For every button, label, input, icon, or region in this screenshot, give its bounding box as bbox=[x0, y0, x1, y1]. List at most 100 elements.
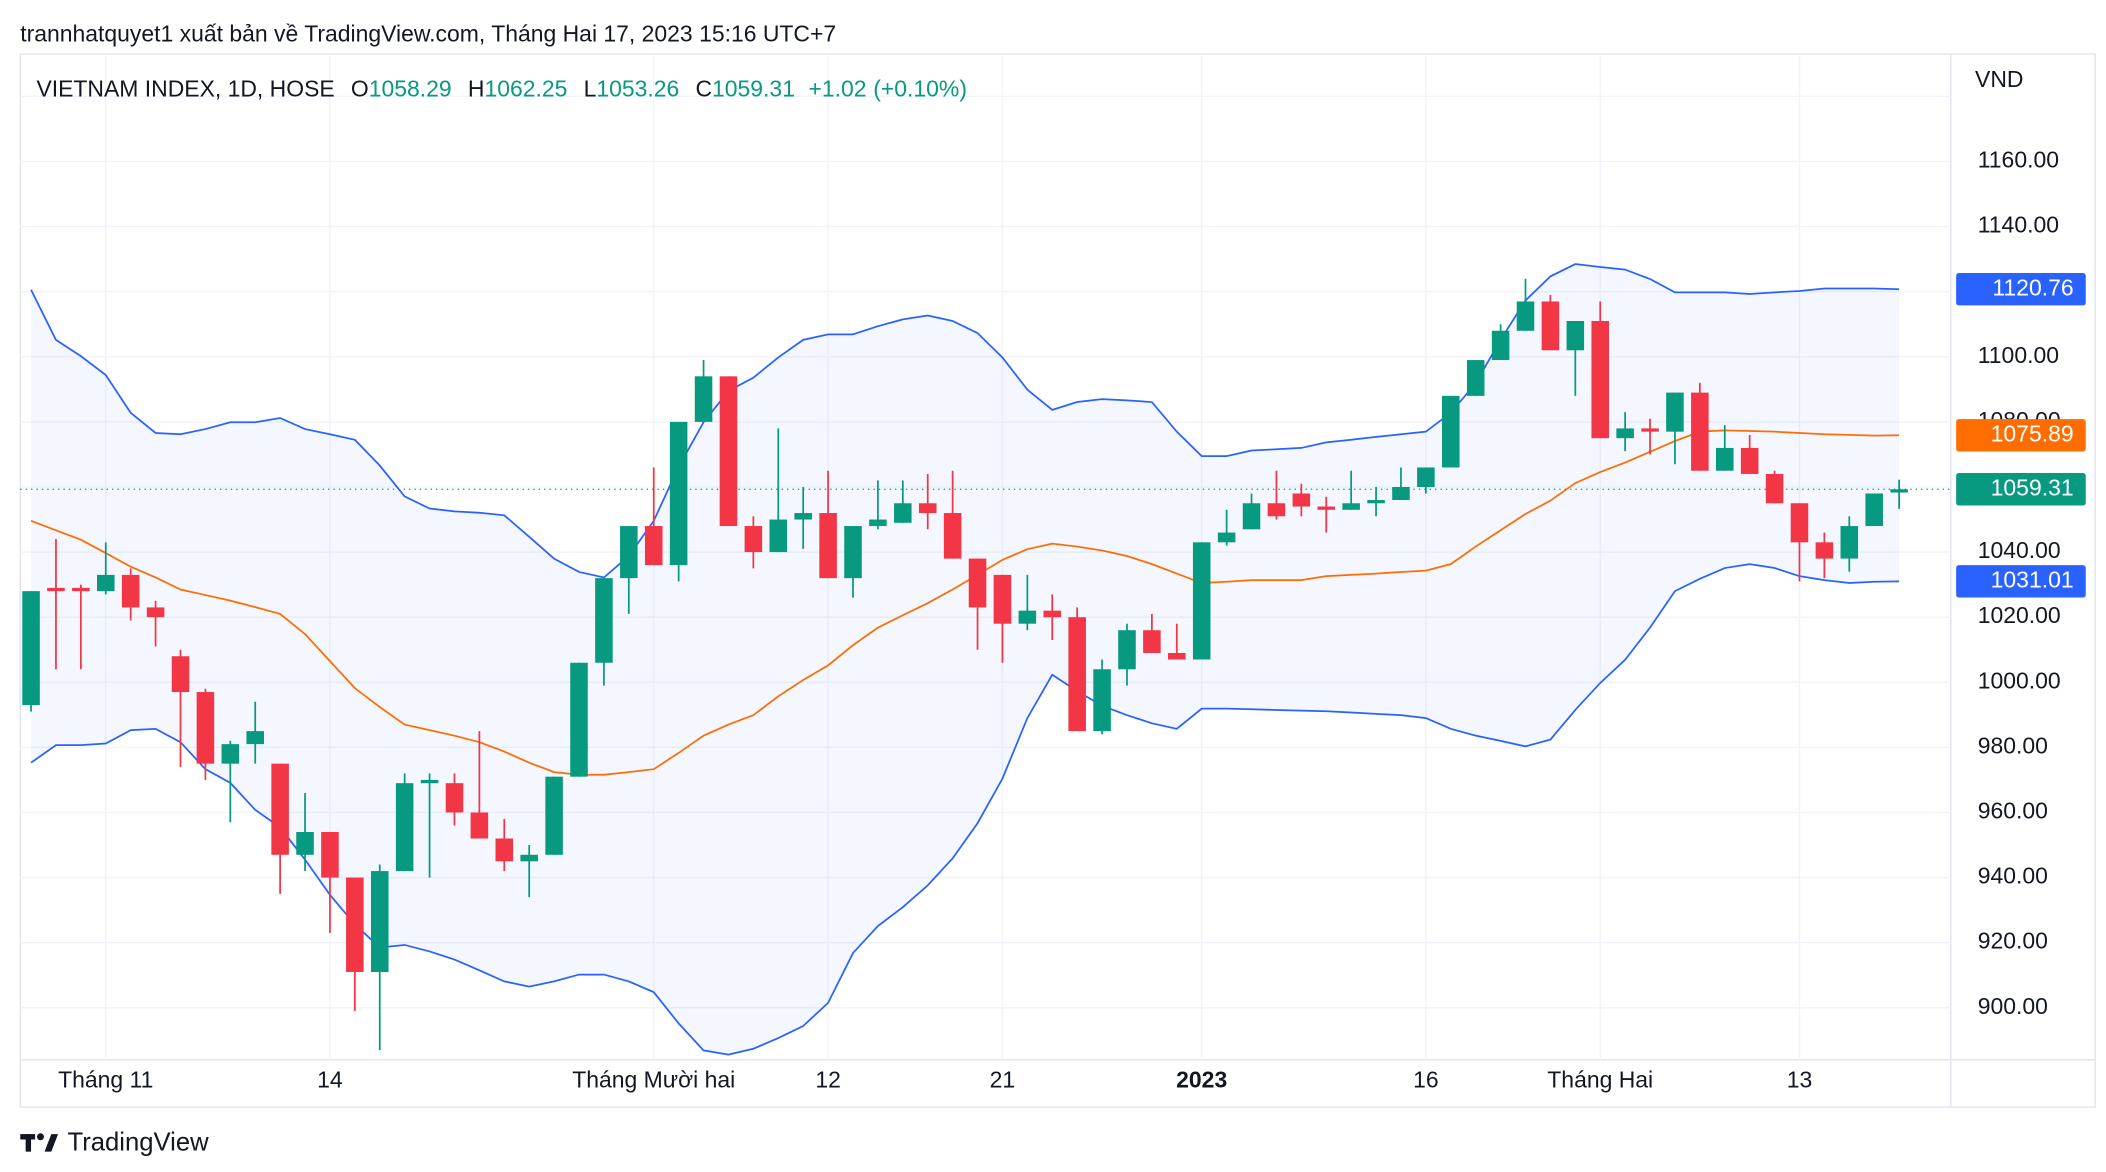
candle-body bbox=[595, 578, 613, 663]
candle-body bbox=[1715, 447, 1734, 471]
candle-body bbox=[72, 587, 90, 592]
grid: Tháng 11 14 Tháng Mười hai 12 21 2023 16 Tháng … bbox=[20, 54, 1951, 1093]
candle-body bbox=[1168, 652, 1186, 660]
legend-change: +1.02 bbox=[808, 76, 866, 102]
candle-body bbox=[1890, 489, 1908, 493]
plot-area bbox=[20, 263, 1951, 1056]
candle-body bbox=[1093, 669, 1111, 732]
legend-value: 1058.29 bbox=[369, 76, 452, 102]
candle-body bbox=[221, 744, 240, 764]
price-tag-label: 1031.01 bbox=[1991, 566, 2074, 592]
candle-body bbox=[1242, 503, 1261, 530]
candle-body bbox=[1691, 392, 1709, 471]
candle-body bbox=[1566, 320, 1585, 351]
candle-body bbox=[271, 763, 289, 855]
candle-body bbox=[395, 783, 414, 872]
y-tick-label: 1100.00 bbox=[1978, 342, 2059, 368]
y-tick-label: 1020.00 bbox=[1978, 602, 2061, 628]
candle-body bbox=[470, 812, 489, 839]
x-tick-label: 14 bbox=[317, 1067, 343, 1093]
candle-body bbox=[1865, 493, 1883, 527]
x-tick-label: 21 bbox=[990, 1067, 1016, 1093]
y-tick-label: 920.00 bbox=[1978, 928, 2048, 954]
candle-body bbox=[1118, 630, 1136, 670]
y-tick-label: 1040.00 bbox=[1978, 537, 2061, 563]
candle-body bbox=[146, 607, 165, 618]
y-axis-unit: VND bbox=[1975, 66, 2023, 92]
band-line bbox=[30, 563, 1900, 1056]
candle-body bbox=[1217, 532, 1236, 543]
legend: VIETNAM INDEX, 1D, HOSE O1058.29 H1062.25 L… bbox=[36, 76, 967, 102]
candle-body bbox=[694, 376, 713, 422]
y-tick-label: 1160.00 bbox=[1978, 147, 2059, 173]
logo-slash bbox=[44, 1134, 59, 1152]
y-tick-label: 1000.00 bbox=[1978, 667, 2061, 693]
legend-key: L bbox=[584, 76, 597, 102]
candle-body bbox=[495, 838, 514, 862]
candle-body bbox=[1815, 542, 1834, 559]
candle-body bbox=[993, 574, 1012, 624]
candle-body bbox=[1442, 395, 1460, 468]
candle-body bbox=[1342, 503, 1360, 510]
candle-body bbox=[1068, 617, 1086, 732]
legend-key: C bbox=[695, 76, 712, 102]
unit-backdrop bbox=[1953, 56, 2093, 106]
candle-body bbox=[1292, 493, 1311, 507]
legend-value: 1062.25 bbox=[484, 76, 567, 102]
candle-body bbox=[844, 526, 862, 579]
y-tick-label: 1140.00 bbox=[1978, 212, 2059, 238]
y-tick-label: 940.00 bbox=[1978, 863, 2048, 889]
x-tick-label: Tháng 11 bbox=[58, 1067, 153, 1093]
candle-body bbox=[719, 376, 738, 527]
candle-body bbox=[96, 574, 115, 592]
candle-body bbox=[1392, 486, 1410, 501]
candle-body bbox=[445, 783, 464, 813]
y-tick-label: 900.00 bbox=[1978, 993, 2048, 1019]
x-tick-label: 16 bbox=[1413, 1067, 1439, 1093]
y-tick-label: 960.00 bbox=[1978, 798, 2048, 824]
candle-body bbox=[1317, 506, 1336, 510]
legend-key: H bbox=[468, 76, 485, 102]
candle-body bbox=[47, 587, 65, 592]
candle-body bbox=[296, 832, 314, 855]
candle-body bbox=[1018, 610, 1037, 624]
candle-body bbox=[1840, 526, 1859, 559]
candle-body bbox=[196, 692, 215, 764]
candle-body bbox=[644, 526, 663, 566]
band-line bbox=[30, 263, 1900, 579]
brand: TradingView bbox=[68, 1128, 210, 1156]
candle-body bbox=[420, 779, 439, 784]
candle-body bbox=[121, 574, 140, 608]
candle-body bbox=[1267, 503, 1286, 517]
candle-body bbox=[1765, 473, 1784, 504]
candle-body bbox=[1591, 320, 1609, 439]
candle-body bbox=[1367, 500, 1385, 504]
candle-body bbox=[570, 662, 588, 777]
x-tick-label: Tháng Hai bbox=[1547, 1067, 1653, 1093]
candle-body bbox=[794, 513, 812, 520]
price-tag bbox=[1956, 273, 2086, 306]
legend-value: 1053.26 bbox=[596, 76, 679, 102]
candle-body bbox=[918, 503, 937, 514]
legend-title: VIETNAM INDEX, 1D, HOSE bbox=[36, 76, 334, 102]
price-tag bbox=[1956, 473, 2086, 506]
logo-dot bbox=[36, 1133, 45, 1141]
legend-row: VIETNAM INDEX, 1D, HOSE O1058.29 H1062.25 L… bbox=[36, 76, 967, 102]
candle-body bbox=[1143, 630, 1161, 653]
x-tick-label: 2023 bbox=[1176, 1067, 1227, 1093]
logo-stem bbox=[25, 1134, 32, 1152]
candle-body bbox=[1466, 360, 1485, 396]
candle-body bbox=[669, 421, 688, 566]
chart-frame bbox=[19, 53, 2096, 1108]
band-line bbox=[30, 429, 1900, 776]
candle-body bbox=[943, 513, 962, 559]
candle-body bbox=[744, 526, 763, 553]
candle-body bbox=[370, 871, 389, 972]
candle-body bbox=[321, 832, 339, 878]
candle-body bbox=[1790, 503, 1809, 543]
legend-key: O bbox=[351, 76, 369, 102]
legend-value: 1059.31 bbox=[712, 76, 795, 102]
candle-body bbox=[968, 558, 987, 608]
candle-body bbox=[1616, 428, 1634, 439]
